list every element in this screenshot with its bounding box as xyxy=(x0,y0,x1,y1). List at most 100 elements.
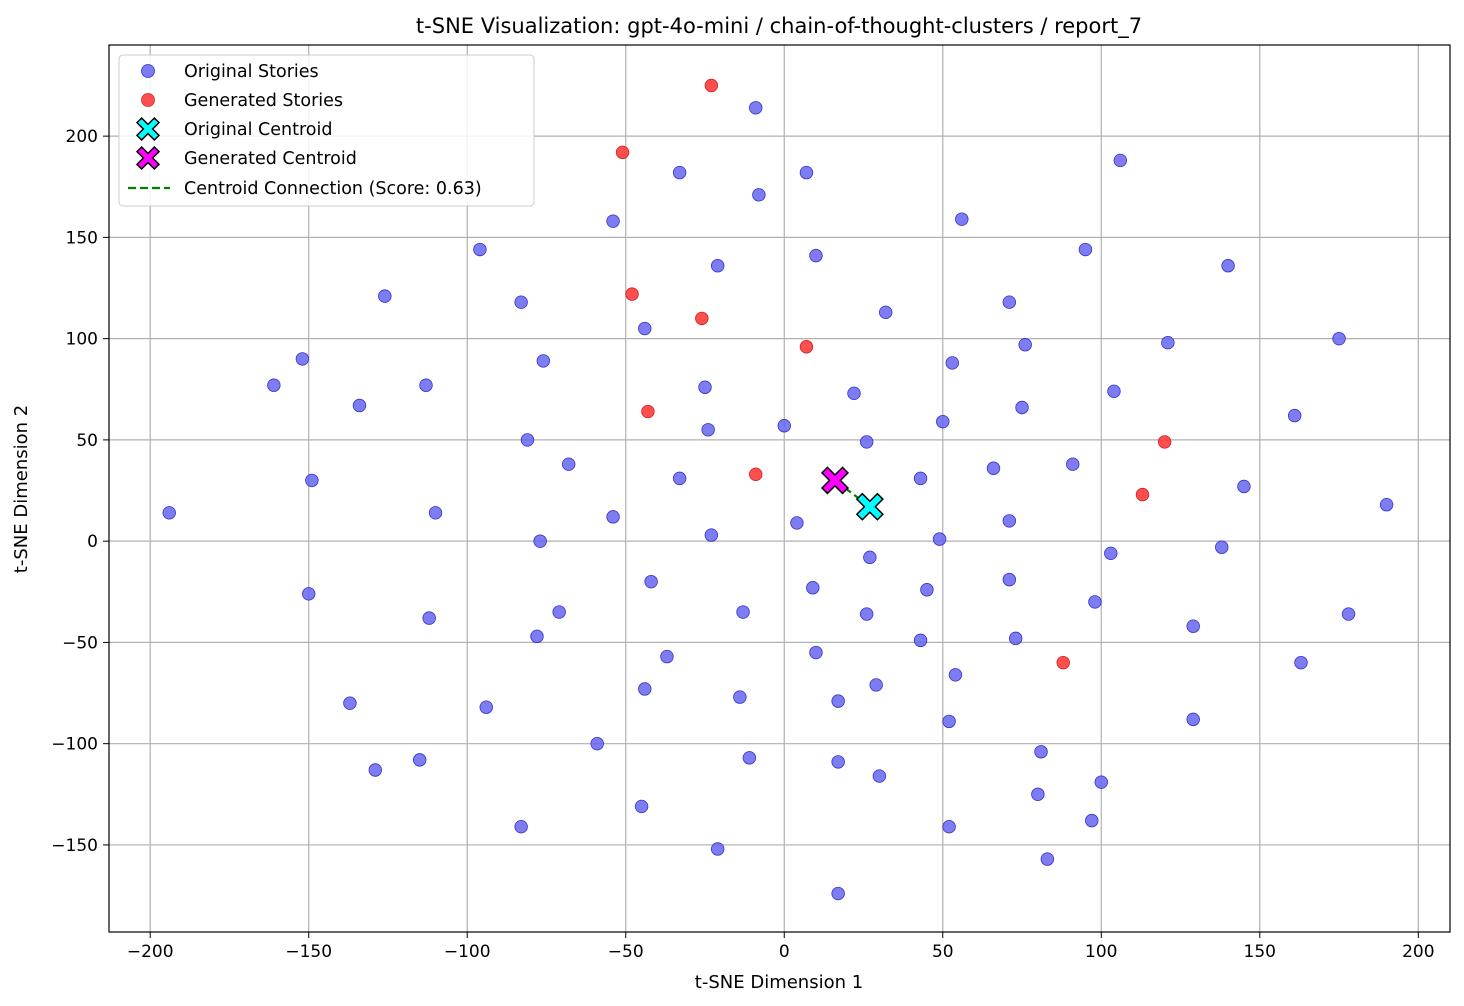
original-story-point xyxy=(932,532,947,546)
original-story-point xyxy=(514,819,528,834)
original-story-point xyxy=(913,633,928,648)
original-story-point xyxy=(378,289,392,303)
original-story-point xyxy=(863,550,877,565)
original-story-point xyxy=(1078,242,1093,257)
original-story-point xyxy=(644,574,658,589)
original-story-point xyxy=(1287,408,1302,423)
y-axis-ticks: −150 −100 −50 0 50 100 150 200 xyxy=(51,127,109,856)
original-story-point xyxy=(704,528,719,542)
x-tick-label: −150 xyxy=(285,942,332,962)
legend-label-original-stories: Original Stories xyxy=(184,62,319,82)
generated-story-point xyxy=(1135,487,1150,502)
original-story-point xyxy=(267,378,281,392)
legend: Original Stories Generated Stories Origi… xyxy=(118,54,535,207)
y-axis-label: t-SNE Dimension 2 xyxy=(11,405,32,573)
original-story-point xyxy=(1088,595,1102,609)
original-story-point xyxy=(1015,400,1029,415)
original-story-point xyxy=(552,605,566,619)
original-story-point xyxy=(799,165,814,180)
original-story-point xyxy=(520,433,535,447)
original-story-point xyxy=(847,386,861,401)
original-story-point xyxy=(809,248,823,263)
original-story-point xyxy=(590,736,604,751)
original-story-point xyxy=(473,242,487,257)
generated-centroid-marker xyxy=(820,466,850,495)
original-story-point xyxy=(942,819,956,834)
original-story-point xyxy=(710,259,725,273)
x-tick-label: 0 xyxy=(779,942,790,962)
original-story-point xyxy=(536,354,551,368)
legend-label-original-centroid: Original Centroid xyxy=(184,120,332,140)
generated-story-point xyxy=(625,287,639,301)
original-story-point xyxy=(913,471,928,486)
generated-story-point xyxy=(704,78,719,93)
original-story-point xyxy=(638,321,652,336)
legend-marker-generated-stories xyxy=(141,93,155,107)
generated-story-point xyxy=(641,404,655,419)
original-story-point xyxy=(790,516,804,530)
legend-label-generated-centroid: Generated Centroid xyxy=(184,149,357,169)
y-tick-label: 150 xyxy=(66,228,98,248)
original-story-point xyxy=(859,607,874,621)
x-tick-label: −200 xyxy=(127,942,174,962)
original-story-point xyxy=(1002,295,1017,309)
original-story-point xyxy=(701,423,715,437)
original-story-point xyxy=(1034,745,1048,759)
original-stories-points xyxy=(162,101,1394,901)
original-story-point xyxy=(742,751,757,765)
original-story-point xyxy=(955,212,969,226)
original-story-point xyxy=(1031,787,1045,801)
original-story-point xyxy=(806,581,820,595)
original-story-point xyxy=(1186,712,1200,727)
y-tick-label: −50 xyxy=(62,633,98,653)
generated-story-point xyxy=(615,145,630,160)
original-story-point xyxy=(736,605,750,619)
original-story-point xyxy=(1221,259,1235,273)
original-story-point xyxy=(606,214,620,228)
legend-marker-original-centroid xyxy=(135,116,161,142)
original-story-point xyxy=(672,165,687,180)
original-story-point xyxy=(752,188,766,202)
original-story-point xyxy=(295,352,310,366)
original-story-point xyxy=(749,101,763,115)
original-story-point xyxy=(948,668,963,682)
original-story-point xyxy=(422,611,436,625)
original-story-point xyxy=(302,587,316,601)
original-story-point xyxy=(412,753,427,767)
y-tick-label: 0 xyxy=(87,532,98,552)
grid-lines xyxy=(109,45,1450,932)
x-axis-ticks: −200 −150 −100 −50 0 50 100 150 200 xyxy=(127,932,1435,962)
y-tick-label: 200 xyxy=(66,127,98,147)
original-story-point xyxy=(831,694,845,708)
original-story-point xyxy=(1066,457,1080,471)
original-story-point xyxy=(1094,775,1108,789)
original-story-point xyxy=(733,690,747,704)
original-story-point xyxy=(479,700,493,714)
original-story-point xyxy=(1002,514,1017,528)
legend-marker-original-stories xyxy=(141,64,155,78)
generated-centroid-legend-icon xyxy=(135,145,161,171)
original-story-point xyxy=(809,645,823,660)
original-story-point xyxy=(606,510,620,524)
original-story-point xyxy=(530,629,544,644)
original-story-point xyxy=(343,696,357,710)
y-tick-label: −150 xyxy=(51,836,98,856)
original-story-point xyxy=(428,506,443,520)
original-story-point xyxy=(1104,546,1118,561)
original-story-point xyxy=(1237,479,1251,494)
original-centroid-marker xyxy=(855,492,884,521)
original-story-point xyxy=(831,755,845,769)
original-story-point xyxy=(1332,331,1346,346)
y-tick-label: −100 xyxy=(51,735,98,755)
original-story-point xyxy=(1113,153,1127,168)
original-story-point xyxy=(942,714,956,729)
original-story-point xyxy=(1107,384,1121,398)
generated-story-point xyxy=(695,311,709,326)
original-story-point xyxy=(368,763,382,777)
original-story-point xyxy=(1085,813,1099,828)
original-story-point xyxy=(1018,338,1032,352)
generated-story-point xyxy=(1157,435,1172,449)
original-story-point xyxy=(879,305,893,320)
x-tick-label: −50 xyxy=(608,942,644,962)
